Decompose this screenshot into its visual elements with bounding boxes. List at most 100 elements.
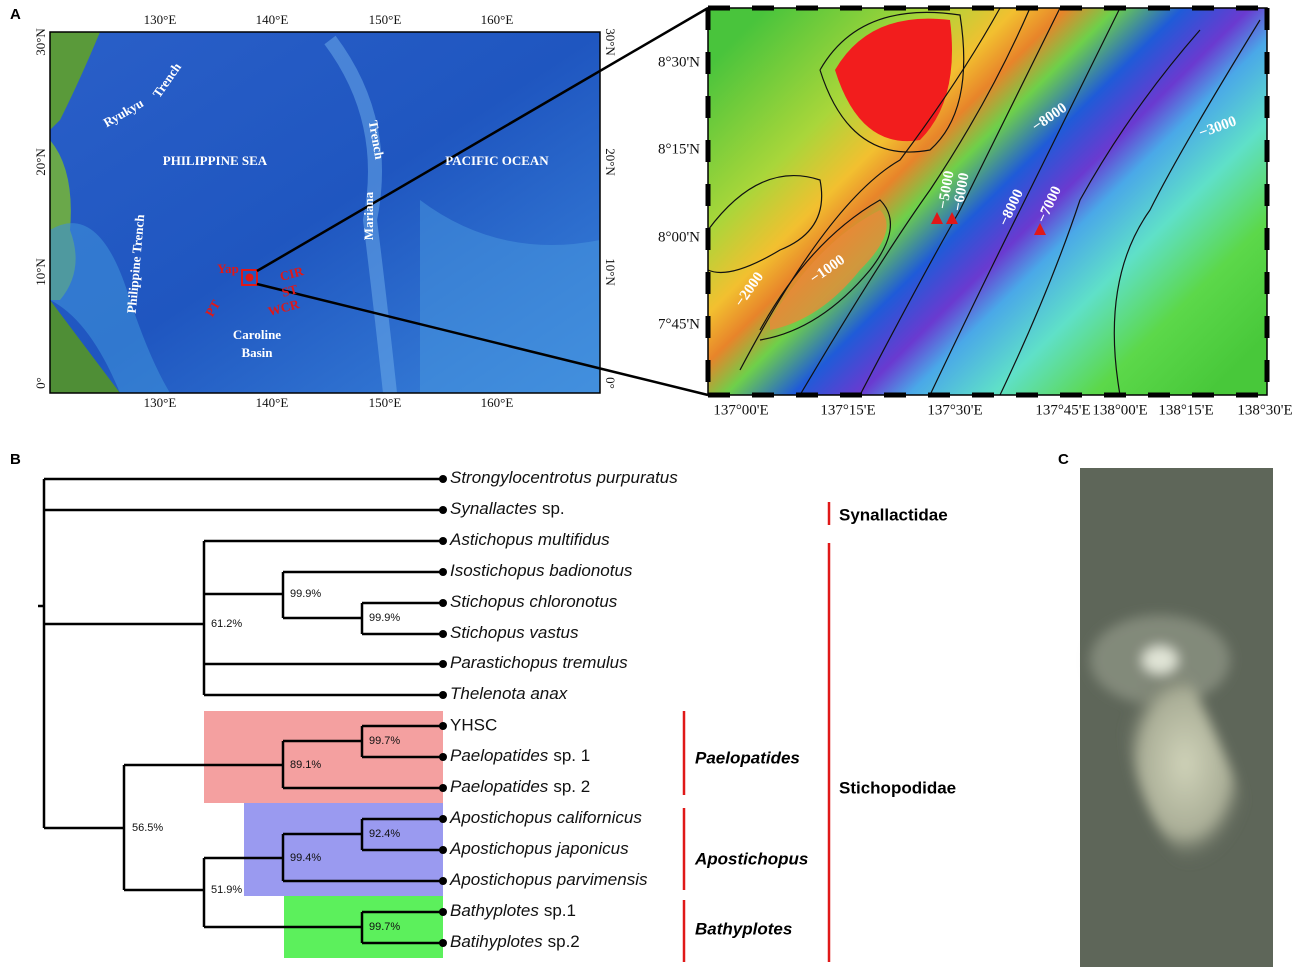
taxon-label: Strongylocentrotus purpuratus [450,468,678,487]
leaf-node [439,939,447,947]
map-a [50,32,600,393]
lon-label: 137°45'E [1035,402,1090,418]
lat-label: 10°N [33,258,48,286]
taxon-suffix: sp. [542,499,565,518]
taxon-genus: Strongylocentrotus purpuratus [450,468,678,487]
leaf-node [439,815,447,823]
leaf-node [439,722,447,730]
lon-label: 138°15'E [1158,402,1213,418]
panel-label: B [10,451,21,468]
lon-label: 138°30'E [1237,402,1292,418]
genus-label: Paelopatides [695,748,800,767]
lat-label: 7°45'N [658,316,700,332]
leaf-node [439,784,447,792]
taxon-genus: Astichopus multifidus [449,530,610,549]
lon-label: 150°E [369,12,402,27]
leaf-node [439,599,447,607]
leaf-node [439,660,447,668]
lon-label: 150°E [369,395,402,410]
taxon-label: Isostichopus badionotus [450,561,633,580]
place-label: Basin [241,345,273,360]
lon-label: 130°E [144,395,177,410]
taxon-label: Stichopus chloronotus [450,592,618,611]
taxon-label: Bathyplotes sp.1 [450,901,576,920]
lon-label: 138°00'E [1092,402,1147,418]
support-value: 99.4% [290,852,321,864]
family-label: Stichopodidae [839,778,956,797]
taxon-label: Batihyplotes sp.2 [450,932,580,951]
lon-label: 140°E [256,12,289,27]
taxon-genus: Thelenota anax [450,684,568,703]
taxon-suffix: sp. 2 [553,777,590,796]
leaf-node [439,630,447,638]
lat-label: 10°N [603,258,618,286]
place-label: PHILIPPINE SEA [163,153,268,168]
support-value: 99.7% [369,921,400,933]
leaf-node [439,691,447,699]
place-label: Yap [217,261,239,276]
leaf-node [439,908,447,916]
taxon-label: Synallactes sp. [450,499,565,518]
taxon-label: Thelenota anax [450,684,568,703]
leaf-node [439,475,447,483]
family-label: Synallactidae [839,505,948,524]
taxon-genus: Stichopus vastus [450,623,579,642]
taxon-label: Apostichopus parvimensis [449,870,648,889]
taxon-label: Apostichopus californicus [449,808,642,827]
place-label: Mariana [361,191,376,240]
lon-label: 160°E [481,395,514,410]
map-b [708,8,1267,395]
photo [1080,468,1273,967]
lat-label: 20°N [33,148,48,176]
taxon-genus: Apostichopus parvimensis [449,870,648,889]
support-value: 99.7% [369,735,400,747]
leaf-node [439,537,447,545]
lat-label: 8°15'N [658,141,700,157]
figure: Strongylocentrotus purpuratus Synallactes… [0,0,1307,967]
taxon-genus: Apostichopus californicus [449,808,642,827]
taxon-label: Stichopus vastus [450,623,579,642]
support-value: 61.2% [211,618,242,630]
support-value: 99.9% [369,612,400,624]
place-label: PACIFIC OCEAN [445,153,549,168]
genus-label: Bathyplotes [695,919,792,938]
leaf-node [439,506,447,514]
taxon-genus: Bathyplotes [450,901,539,920]
taxon-label: Parastichopus tremulus [450,653,628,672]
taxon-genus: Apostichopus japonicus [449,839,629,858]
taxon-genus: Stichopus chloronotus [450,592,618,611]
clade-bars [684,502,829,962]
taxon-suffix: sp.2 [548,932,580,951]
lon-label: 137°30'E [927,402,982,418]
taxon-suffix: sp. 1 [553,746,590,765]
lat-label: 0° [603,377,618,389]
lat-label: 8°30'N [658,54,700,70]
taxon-label: Apostichopus japonicus [449,839,629,858]
taxon-genus: Parastichopus tremulus [450,653,628,672]
taxon-label: Astichopus multifidus [449,530,610,549]
lat-label: 30°N [33,28,48,56]
taxon-genus: Paelopatides [450,777,549,796]
taxon-genus: Isostichopus badionotus [450,561,633,580]
support-value: 51.9% [211,884,242,896]
lat-label: 8°00'N [658,229,700,245]
leaf-node [439,846,447,854]
taxon-genus: Synallactes [450,499,537,518]
support-value: 92.4% [369,828,400,840]
taxon-suffix: sp.1 [544,901,576,920]
support-value: 56.5% [132,822,163,834]
lon-label: 130°E [144,12,177,27]
leaf-node [439,877,447,885]
support-value: 99.9% [290,588,321,600]
lat-label: 0° [33,377,48,389]
taxon-label: YHSC [450,715,497,734]
lon-label: 137°15'E [820,402,875,418]
lat-label: 20°N [603,148,618,176]
leaf-node [439,568,447,576]
taxon-genus: Batihyplotes [450,932,543,951]
support-value: 89.1% [290,759,321,771]
taxon-genus: Paelopatides [450,746,549,765]
lon-label: 140°E [256,395,289,410]
